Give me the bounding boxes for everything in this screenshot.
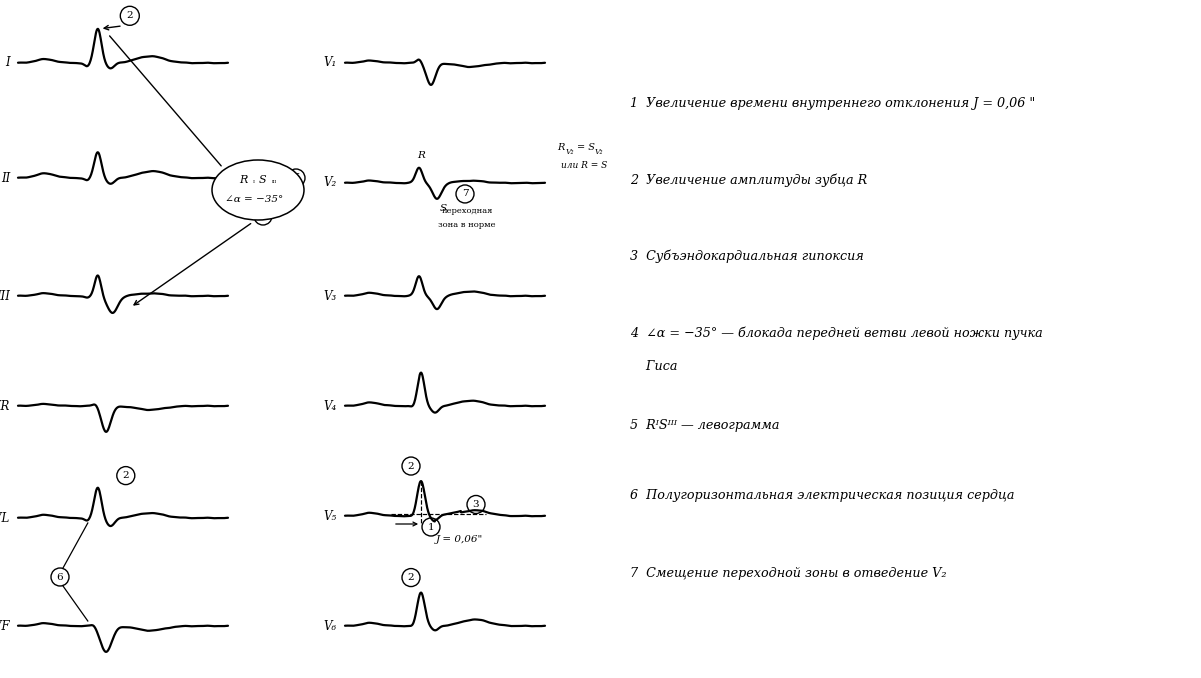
Text: V₂: V₂ <box>566 148 574 156</box>
Text: 2: 2 <box>407 462 414 471</box>
Text: переходная: переходная <box>441 207 492 215</box>
Text: или R = S: или R = S <box>561 161 608 170</box>
Text: V₂: V₂ <box>594 148 603 156</box>
Text: R: R <box>557 144 564 153</box>
Text: S: S <box>258 175 265 185</box>
Text: S: S <box>440 205 447 214</box>
Text: 1: 1 <box>428 523 435 532</box>
Text: ∠α = −35°: ∠α = −35° <box>225 195 283 205</box>
Text: 6: 6 <box>56 572 64 582</box>
Text: aVL: aVL <box>0 511 10 525</box>
Text: 5  RᴵSᴵᴵᴵ — левограмма: 5 RᴵSᴵᴵᴵ — левограмма <box>631 420 779 433</box>
Text: V₂: V₂ <box>324 176 337 189</box>
Text: R: R <box>417 151 425 160</box>
Text: aVR: aVR <box>0 399 10 412</box>
Text: = S: = S <box>576 144 594 153</box>
Text: 2  Увеличение амплитуды зубца R: 2 Увеличение амплитуды зубца R <box>631 174 867 186</box>
Text: V₁: V₁ <box>324 56 337 70</box>
Text: 7  Смещение переходной зоны в отведение V₂: 7 Смещение переходной зоны в отведение V… <box>631 567 946 580</box>
Text: V₄: V₄ <box>324 399 337 412</box>
Text: I: I <box>5 56 10 70</box>
Text: aVF: aVF <box>0 620 10 633</box>
Text: 4: 4 <box>259 212 267 220</box>
Text: 6  Полугоризонтальная электрическая позиция сердца: 6 Полугоризонтальная электрическая позиц… <box>631 490 1015 502</box>
Text: 3  Субъэндокардиальная гипоксия: 3 Субъэндокардиальная гипоксия <box>631 250 864 263</box>
Text: Гиса: Гиса <box>631 359 677 372</box>
Text: J = 0,06": J = 0,06" <box>436 536 483 544</box>
Text: 1  Увеличение времени внутреннего отклонения J = 0,06 ": 1 Увеличение времени внутреннего отклоне… <box>631 96 1035 110</box>
Text: зона в норме: зона в норме <box>438 221 496 229</box>
Text: 2: 2 <box>407 573 414 582</box>
Text: ᴵ: ᴵ <box>253 180 255 188</box>
Ellipse shape <box>213 160 304 220</box>
Text: V₃: V₃ <box>324 290 337 302</box>
Text: 2: 2 <box>123 471 130 480</box>
Text: 3: 3 <box>473 500 479 509</box>
Text: R: R <box>239 175 247 185</box>
Text: V₆: V₆ <box>324 620 337 633</box>
Text: 7: 7 <box>461 189 468 199</box>
Text: ᴵᴵᴵ: ᴵᴵᴵ <box>271 180 276 188</box>
Text: 4  ∠α = −35° — блокада передней ветви левой ножки пучка: 4 ∠α = −35° — блокада передней ветви лев… <box>631 326 1042 340</box>
Text: V₅: V₅ <box>324 509 337 523</box>
Text: 2: 2 <box>126 12 133 20</box>
Text: III: III <box>0 290 10 302</box>
Text: 5: 5 <box>293 174 299 182</box>
Text: II: II <box>1 172 10 184</box>
